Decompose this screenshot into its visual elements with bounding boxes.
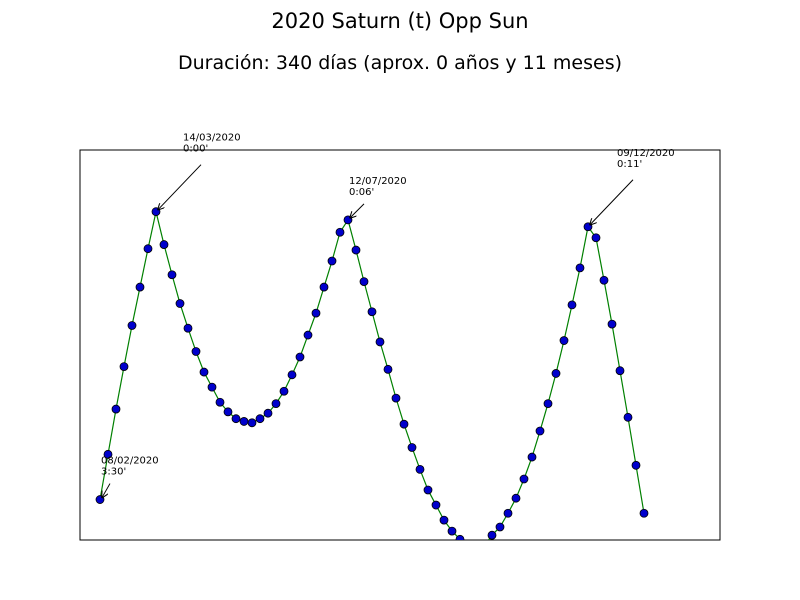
data-point: [319, 282, 329, 292]
data-point: [464, 541, 472, 549]
data-point: [367, 307, 377, 317]
annotation-text: 09/12/2020: [617, 148, 675, 159]
data-point: [511, 493, 521, 503]
data-point: [639, 508, 649, 518]
data-point: [327, 256, 337, 266]
data-point: [239, 417, 249, 426]
annotation-text: 14/03/2020: [183, 133, 241, 144]
data-point: [303, 330, 313, 340]
data-point: [143, 244, 153, 254]
data-point: [127, 321, 137, 330]
data-point: [255, 414, 265, 424]
series-line: [99, 211, 645, 540]
data-point: [575, 263, 585, 273]
chart-title: 2020 Saturn (t) Opp Sun: [271, 9, 528, 33]
data-point: [631, 460, 641, 470]
annotation-text: 3:30': [101, 467, 126, 478]
data-point: [447, 526, 457, 536]
data-point: [335, 227, 345, 237]
data-point: [247, 418, 257, 428]
data-point: [399, 419, 409, 429]
data-point: [159, 240, 169, 249]
annotation-arrow: [102, 483, 111, 498]
data-point: [383, 364, 393, 374]
data-point: [431, 500, 441, 510]
chart-subtitle: Duración: 340 días (aprox. 0 años y 11 m…: [178, 52, 622, 74]
data-point: [615, 366, 625, 376]
data-point: [591, 233, 601, 243]
data-point: [551, 369, 561, 378]
data-point: [391, 393, 401, 403]
data-point: [103, 449, 113, 459]
data-point: [207, 382, 217, 392]
data-point: [223, 407, 233, 417]
data-point: [599, 275, 609, 285]
data-point: [295, 352, 305, 362]
data-point: [503, 508, 513, 518]
data-point: [623, 412, 633, 422]
data-point: [439, 515, 449, 525]
data-point: [375, 337, 385, 347]
data-point: [495, 522, 505, 532]
data-point: [175, 299, 185, 308]
data-point: [199, 367, 209, 377]
data-point: [231, 414, 241, 424]
data-point: [543, 399, 553, 409]
data-point: [472, 544, 480, 552]
data-point: [487, 530, 497, 540]
data-point: [311, 308, 321, 318]
data-point: [135, 282, 145, 292]
data-point: [519, 474, 529, 484]
data-point: [119, 362, 129, 371]
annotation-arrow: [590, 179, 634, 225]
data-point: [287, 370, 297, 380]
data-point: [607, 319, 617, 329]
plot-area: [95, 207, 649, 552]
data-point: [535, 426, 545, 436]
data-point: [191, 347, 201, 356]
data-point: [183, 323, 193, 333]
data-point: [111, 404, 121, 414]
data-point: [527, 452, 537, 462]
annotation-arrow: [158, 164, 202, 210]
data-point: [480, 542, 488, 550]
data-point: [559, 336, 569, 345]
data-point: [263, 408, 273, 418]
data-point: [215, 397, 225, 407]
annotation-arrow: [350, 203, 365, 218]
annotation-text: 0:06': [349, 187, 374, 198]
annotation-text: 0:00': [183, 144, 208, 155]
annotation-text: 12/07/2020: [349, 176, 407, 187]
annotation-text: 08/02/2020: [101, 456, 159, 467]
annotation-text: 0:11': [617, 159, 642, 170]
data-point: [415, 465, 425, 474]
data-point: [567, 300, 577, 310]
data-point: [455, 534, 465, 540]
data-point: [167, 270, 177, 280]
data-point: [351, 245, 361, 255]
data-point: [359, 277, 369, 286]
data-point: [407, 443, 417, 452]
data-point: [279, 386, 289, 396]
data-point: [271, 399, 281, 409]
plot-frame: [79, 149, 721, 541]
data-point: [423, 485, 433, 495]
